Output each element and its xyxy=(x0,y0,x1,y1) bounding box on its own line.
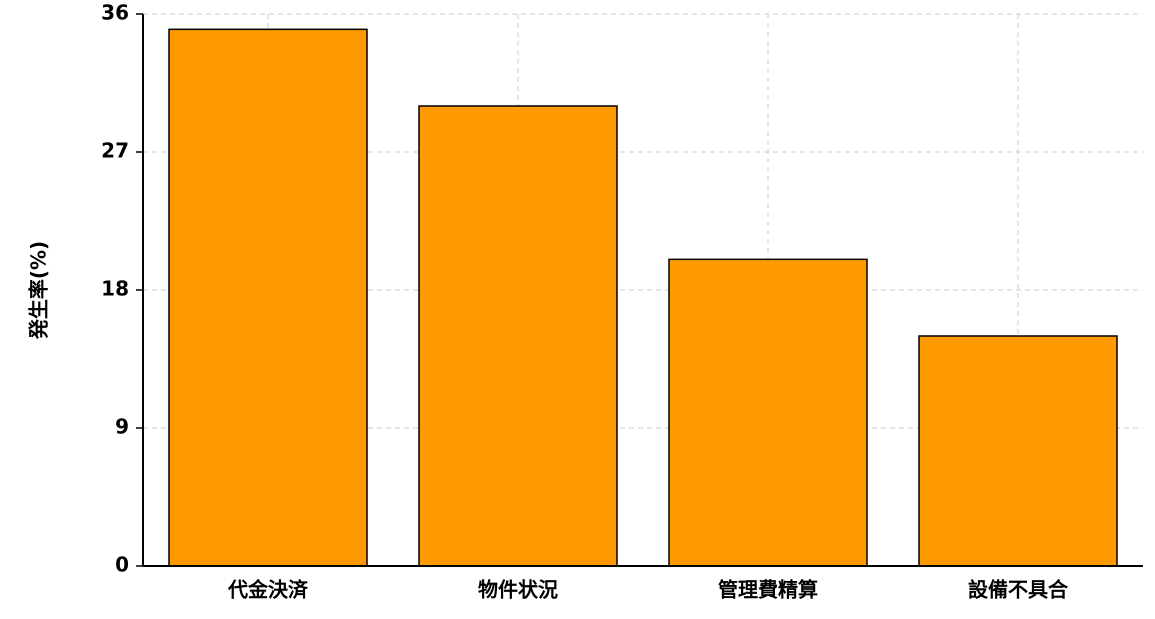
x-tick-label: 代金決済 xyxy=(227,578,309,602)
bar xyxy=(668,258,868,567)
y-axis-label: 発生率(%) xyxy=(27,241,51,340)
x-tick-label: 物件状況 xyxy=(478,578,558,602)
y-tick-label: 36 xyxy=(101,1,129,25)
x-tick-label: 設備不具合 xyxy=(968,578,1069,602)
y-tick-label: 9 xyxy=(115,415,129,439)
bar xyxy=(168,28,368,567)
y-tick-label: 27 xyxy=(101,139,129,163)
bar xyxy=(418,105,618,567)
x-tick-label: 管理費精算 xyxy=(718,578,818,602)
bar xyxy=(918,335,1118,567)
y-tick-label: 0 xyxy=(115,553,129,577)
y-tick-label: 18 xyxy=(101,277,129,301)
